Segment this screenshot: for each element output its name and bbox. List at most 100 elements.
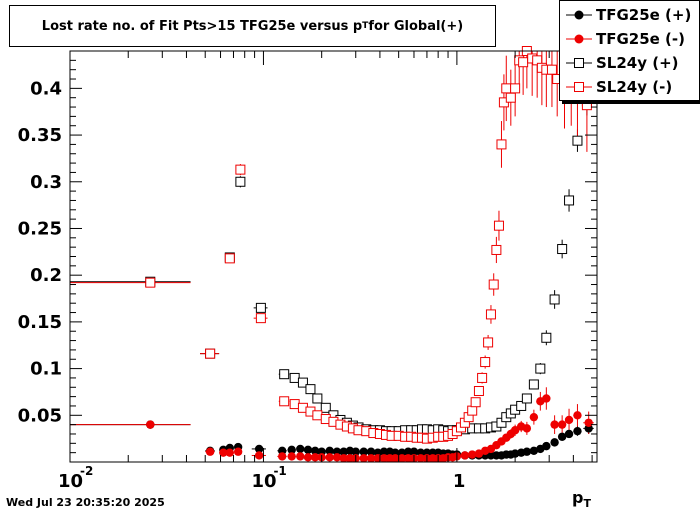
- data-point: [277, 452, 287, 461]
- data-point: [325, 446, 334, 455]
- legend-marker-3: [566, 58, 592, 68]
- data-point: [233, 447, 243, 456]
- y-tick-label: 0.1: [30, 359, 62, 380]
- data-point: [483, 337, 494, 348]
- legend-marker-4: [566, 82, 592, 92]
- data-point: [549, 294, 560, 305]
- data-point: [225, 448, 235, 457]
- data-point: [564, 415, 574, 425]
- x-axis-label-text: p: [572, 488, 584, 507]
- data-point: [584, 418, 593, 427]
- data-point: [397, 454, 407, 463]
- y-tick-label: 0.15: [18, 312, 62, 333]
- data-point: [573, 411, 582, 420]
- data-point: [501, 83, 512, 94]
- data-point: [310, 453, 320, 462]
- legend: TFG25e (+) TFG25e (-) SL24y (+) SL24y (-…: [559, 0, 700, 101]
- x-axis-label-subscript: T: [583, 497, 591, 511]
- data-point: [460, 451, 470, 460]
- data-point: [205, 348, 216, 359]
- data-point: [557, 244, 568, 255]
- data-point: [564, 195, 575, 206]
- x-axis-label: pT: [572, 488, 591, 510]
- x-tick-exponent: -1: [273, 464, 286, 478]
- legend-label-1: TFG25e (+): [596, 6, 692, 24]
- data-point: [296, 444, 305, 454]
- data-point: [541, 332, 552, 343]
- data-point: [219, 448, 228, 457]
- axes-layer: 0.050.10.150.20.250.30.350.410-2 10-1 1: [18, 51, 597, 492]
- legend-entry-4: SL24y (-): [560, 76, 700, 98]
- data-point: [510, 426, 520, 435]
- legend-entry-3: SL24y (+): [560, 52, 700, 74]
- chart-title: Lost rate no. of Fit Pts>15 TFG25e versu…: [9, 5, 496, 47]
- legend-entry-2: TFG25e (-): [560, 28, 700, 50]
- data-point: [518, 57, 529, 68]
- data-point: [485, 309, 496, 320]
- data-point: [403, 454, 413, 463]
- data-point: [528, 379, 539, 390]
- data-point: [546, 64, 557, 75]
- data-point: [529, 412, 539, 422]
- data-point: [467, 405, 478, 416]
- data-point: [279, 396, 290, 407]
- data-point: [345, 454, 355, 463]
- data-point: [510, 83, 521, 94]
- data-point: [332, 453, 342, 462]
- y-tick-label: 0.2: [30, 265, 62, 286]
- data-point: [254, 451, 264, 460]
- data-point: [289, 372, 300, 383]
- chart-title-text: Lost rate no. of Fit Pts>15 TFG25e versu…: [41, 18, 363, 34]
- data-point: [235, 176, 246, 187]
- markers-layer: [145, 46, 593, 463]
- data-point: [473, 386, 484, 397]
- legend-marker-2: [566, 34, 592, 44]
- data-point: [542, 394, 551, 403]
- x-tick-exponent: -2: [80, 464, 93, 478]
- legend-entry-1: TFG25e (+): [560, 4, 700, 26]
- data-point: [310, 446, 320, 455]
- data-point: [224, 253, 235, 264]
- data-point: [379, 447, 389, 456]
- data-point: [303, 453, 313, 462]
- x-tick-label: 10: [251, 471, 276, 492]
- data-point: [573, 426, 582, 436]
- data-point: [366, 454, 376, 463]
- data-point: [550, 438, 559, 447]
- data-point: [557, 432, 567, 441]
- data-point: [403, 447, 413, 456]
- data-point: [297, 377, 308, 388]
- data-point: [480, 357, 491, 368]
- data-point: [303, 445, 313, 455]
- y-tick-label: 0.35: [18, 125, 62, 146]
- data-point: [339, 454, 348, 463]
- data-point: [205, 447, 215, 456]
- x-tick-label: 1: [453, 471, 466, 492]
- data-point: [521, 393, 532, 404]
- data-point: [379, 454, 389, 463]
- data-point: [535, 363, 546, 374]
- y-tick-label: 0.05: [18, 405, 62, 426]
- legend-label-3: SL24y (+): [596, 54, 679, 72]
- data-point: [470, 397, 481, 408]
- data-point: [287, 445, 296, 455]
- data-point: [289, 399, 300, 410]
- data-point: [312, 410, 323, 421]
- data-point: [522, 447, 532, 456]
- data-point: [529, 446, 539, 455]
- y-tick-label: 0.3: [30, 172, 62, 193]
- data-point: [235, 164, 246, 175]
- data-point: [146, 420, 155, 429]
- data-point: [359, 454, 368, 463]
- data-point: [359, 447, 368, 456]
- data-point: [557, 420, 567, 429]
- data-point: [254, 444, 264, 454]
- data-point: [296, 452, 305, 461]
- data-point: [351, 447, 360, 456]
- plot-frame: [69, 50, 598, 463]
- data-point: [468, 450, 477, 459]
- data-point: [339, 447, 348, 456]
- data-point: [325, 453, 334, 462]
- data-point: [542, 441, 551, 451]
